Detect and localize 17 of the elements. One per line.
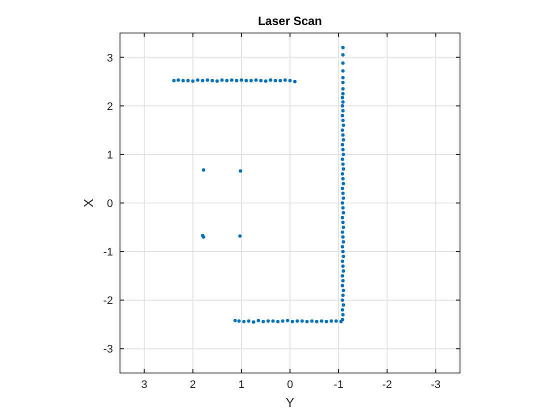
x-tick-label: -2 [382,379,392,391]
x-tick-label: 0 [286,379,294,391]
x-tick-label: 1 [238,379,244,391]
x-tick-label: 2 [190,379,196,391]
x-tick-label: 3 [141,379,148,391]
x-tick-label: -1 [334,379,344,391]
x-axis-title: Y [286,395,295,410]
x-tick-label: -3 [430,379,441,391]
y-tick-label: 1 [106,149,113,162]
y-tick-label: 0 [106,198,113,210]
y-axis-title: X [81,198,96,208]
chart-title: Laser Scan [258,14,322,28]
y-tick-label: -3 [103,344,113,356]
y-tick-label: -2 [103,295,113,308]
y-tick-label: -1 [103,246,113,259]
y-tick-label: 3 [106,52,113,64]
y-tick-label: 2 [106,100,113,113]
